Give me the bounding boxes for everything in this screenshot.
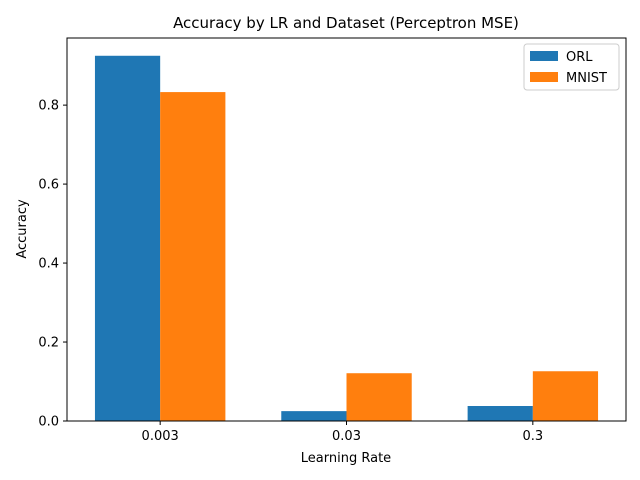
bar-orl-0 (94, 55, 161, 422)
bars-layer (94, 55, 599, 422)
x-axis-ticks: 0.003 0.03 0.3 (142, 421, 543, 444)
plot-border (66, 37, 627, 422)
x-tick-label: 0.3 (522, 429, 543, 444)
y-tick-label: 0.8 (38, 99, 59, 114)
y-axis-ticks: 0.0 0.2 0.4 0.6 0.8 (38, 99, 67, 430)
x-tick-label: 0.003 (142, 429, 179, 444)
bar-orl-2 (467, 406, 533, 421)
legend-label-mnist: MNIST (566, 71, 607, 86)
y-tick-label: 0.6 (38, 178, 59, 193)
legend-swatch-orl (530, 51, 558, 61)
legend-swatch-mnist (530, 72, 558, 82)
bar-mnist-0 (160, 92, 226, 421)
bar-mnist-1 (346, 373, 412, 421)
x-tick-label: 0.03 (332, 429, 361, 444)
bar-orl-1 (281, 411, 347, 421)
y-tick-label: 0.0 (38, 415, 59, 430)
x-axis-label: Learning Rate (301, 451, 391, 466)
y-axis-label: Accuracy (15, 199, 30, 259)
legend: ORL MNIST (523, 43, 620, 91)
y-tick-label: 0.4 (38, 257, 59, 272)
bar-mnist-2 (532, 371, 599, 421)
plot-area: 0.0 0.2 0.4 0.6 0.8 0.003 0.03 0.3 (38, 37, 627, 444)
legend-items: ORL MNIST (530, 50, 607, 86)
chart-title: Accuracy by LR and Dataset (Perceptron M… (173, 14, 519, 32)
y-tick-label: 0.2 (38, 336, 59, 351)
legend-label-orl: ORL (566, 50, 593, 65)
